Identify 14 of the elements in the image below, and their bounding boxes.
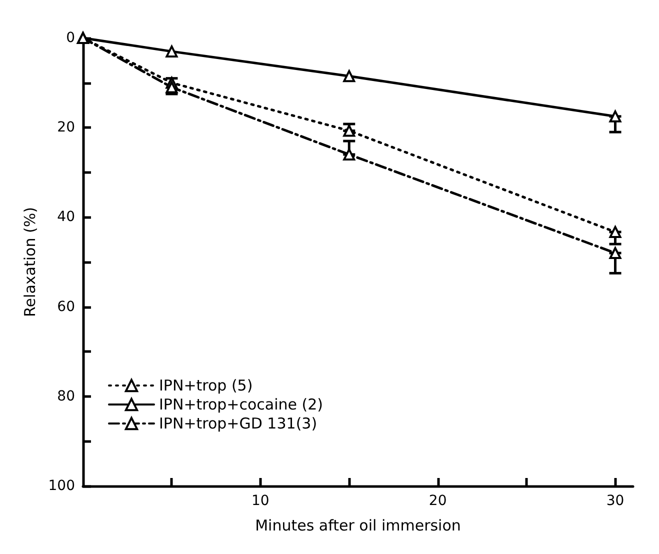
x-tick-label: 30	[606, 493, 624, 509]
x-tick-label: 20	[428, 493, 447, 509]
y-tick-label: 100	[48, 478, 75, 494]
y-tick-label: 60	[57, 298, 75, 315]
y-tick-label: 80	[57, 388, 75, 404]
y-axis-title: Relaxation (%)	[20, 207, 39, 317]
y-tick-label: 20	[57, 120, 75, 136]
y-tick-label: 0	[66, 30, 75, 46]
y-tick-label: 40	[57, 209, 75, 226]
legend-label: IPN+trop (5)	[159, 376, 253, 394]
x-tick-label: 10	[252, 493, 270, 509]
x-axis-title: Minutes after oil immersion	[255, 516, 461, 534]
legend-label: IPN+trop+GD 131(3)	[159, 414, 318, 432]
legend-label: IPN+trop+cocaine (2)	[159, 396, 324, 414]
